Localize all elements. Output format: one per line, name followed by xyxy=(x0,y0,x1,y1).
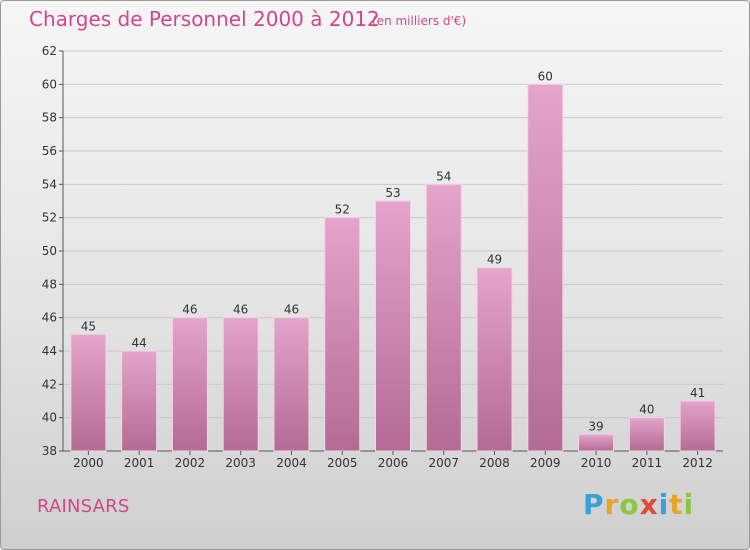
bars xyxy=(70,83,716,452)
x-tick-labels: 2000 2001 2002 2003 2004 2005 2006 2007 2008 2009… xyxy=(73,451,713,470)
data-label: 40 xyxy=(639,403,654,417)
x-tick-label: 2002 xyxy=(175,456,206,470)
y-tick-label: 62 xyxy=(42,44,57,58)
y-tick-label: 42 xyxy=(42,377,57,391)
proxiti-logo[interactable]: Proxiti xyxy=(583,488,695,521)
y-tick-labels: 38 40 42 44 46 48 50 52 54 56 58 60 62 xyxy=(42,44,57,458)
data-label: 41 xyxy=(690,386,705,400)
bar-2011 xyxy=(628,417,665,452)
chart-title: Charges de Personnel 2000 à 2012 xyxy=(29,7,380,31)
bar-2000 xyxy=(70,333,107,452)
y-tick-label: 60 xyxy=(42,77,57,91)
bar-2005 xyxy=(324,217,361,452)
bar-2002 xyxy=(171,317,208,452)
bar-2004 xyxy=(273,317,310,452)
x-tick-label: 2009 xyxy=(530,456,561,470)
y-tick-label: 58 xyxy=(42,111,57,125)
y-tick-label: 38 xyxy=(42,444,57,458)
data-labels: 45 44 46 46 46 52 53 54 49 60 39 40 41 xyxy=(81,69,706,433)
bar-2001 xyxy=(121,350,158,452)
bar-2007 xyxy=(425,183,462,452)
data-label: 54 xyxy=(436,169,451,183)
commune-name: RAINSARS xyxy=(37,496,130,517)
y-tick-label: 54 xyxy=(42,177,57,191)
data-label: 52 xyxy=(335,203,350,217)
data-label: 39 xyxy=(588,419,603,433)
x-tick-label: 2004 xyxy=(276,456,307,470)
y-tick-label: 48 xyxy=(42,277,57,291)
data-label: 46 xyxy=(284,303,299,317)
bar-2010 xyxy=(578,433,615,452)
data-label: 49 xyxy=(487,253,502,267)
data-label: 60 xyxy=(538,69,553,83)
bar-2006 xyxy=(375,200,411,452)
bar-2003 xyxy=(222,317,259,452)
y-tick-label: 46 xyxy=(42,311,57,325)
data-label: 46 xyxy=(182,303,197,317)
x-tick-label: 2008 xyxy=(479,456,510,470)
data-label: 44 xyxy=(132,336,147,350)
y-tick-label: 50 xyxy=(42,244,57,258)
bar-2009 xyxy=(527,83,564,452)
x-tick-label: 2003 xyxy=(225,456,256,470)
data-label: 45 xyxy=(81,319,96,333)
y-tick-label: 40 xyxy=(42,411,57,425)
x-tick-label: 2001 xyxy=(124,456,155,470)
x-tick-label: 2010 xyxy=(581,456,612,470)
x-tick-label: 2007 xyxy=(428,456,459,470)
x-tick-label: 2005 xyxy=(327,456,358,470)
data-label: 53 xyxy=(385,186,400,200)
x-tick-label: 2000 xyxy=(73,456,104,470)
chart-subtitle: (en milliers d'€) xyxy=(372,14,467,28)
bar-2012 xyxy=(679,400,716,452)
bar-2008 xyxy=(476,267,513,452)
y-tick-label: 44 xyxy=(42,344,57,358)
data-label: 46 xyxy=(233,303,248,317)
y-tick-label: 52 xyxy=(42,211,57,225)
x-tick-label: 2011 xyxy=(632,456,663,470)
y-tick-label: 56 xyxy=(42,144,57,158)
x-tick-label: 2012 xyxy=(682,456,713,470)
x-tick-label: 2006 xyxy=(378,456,409,470)
